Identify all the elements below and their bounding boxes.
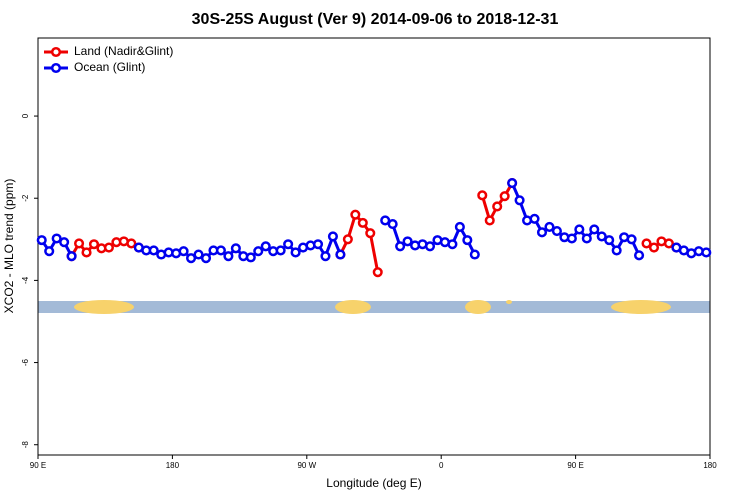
land-band (335, 300, 371, 314)
data-point (36, 235, 47, 246)
data-point (186, 253, 197, 264)
y-axis-label: XCO2 - MLO trend (ppm) (2, 179, 16, 314)
data-point (514, 195, 525, 206)
y-tick-label: -4 (21, 276, 30, 284)
data-point (178, 246, 189, 257)
data-point (200, 253, 212, 264)
x-tick-label: 90 E (567, 461, 583, 470)
data-point (626, 234, 637, 245)
data-point (454, 221, 465, 233)
plot-frame (37, 37, 711, 456)
data-point (365, 228, 376, 239)
legend-marker (50, 46, 62, 58)
data-point (395, 241, 406, 252)
data-point (462, 235, 473, 246)
data-point (447, 239, 458, 250)
y-tick-label: -6 (21, 358, 30, 366)
y-tick-label: 0 (21, 113, 30, 118)
land-band (465, 300, 491, 314)
data-point (611, 245, 622, 256)
data-point (424, 241, 436, 252)
y-tick-label: -2 (21, 194, 30, 202)
land-band (74, 300, 134, 314)
x-tick-label: 180 (703, 461, 717, 470)
data-point (320, 251, 331, 262)
data-point (223, 251, 234, 262)
data-point (327, 231, 338, 242)
data-point (253, 246, 264, 257)
data-point (81, 247, 92, 258)
data-point (74, 238, 85, 249)
data-point (357, 217, 368, 228)
data-point (66, 251, 77, 262)
data-point (484, 215, 495, 226)
data-point (44, 246, 55, 257)
data-point (275, 245, 286, 256)
data-point (551, 226, 562, 237)
surface-band (38, 300, 710, 314)
data-point (596, 231, 607, 242)
data-point (663, 238, 674, 249)
data-point (88, 239, 100, 250)
data-point (604, 235, 615, 246)
legend-label: Ocean (Glint) (74, 60, 145, 74)
data-point (126, 238, 137, 249)
x-tick-label: 0 (439, 461, 444, 470)
data-point (634, 250, 645, 261)
data-point (499, 191, 510, 202)
ocean-band (38, 301, 710, 313)
data-point (380, 215, 391, 226)
data-point (529, 213, 540, 224)
data-point (589, 224, 600, 235)
data-point (350, 209, 361, 220)
data-point (312, 239, 324, 250)
data-point (342, 234, 353, 245)
x-tick-label: 90 E (30, 461, 46, 470)
data-point (469, 249, 480, 260)
data-point (59, 237, 70, 248)
land-band (611, 300, 671, 314)
x-axis-label: Longitude (deg E) (326, 476, 421, 490)
x-tick-label: 90 W (297, 461, 316, 470)
data-point (260, 241, 271, 252)
data-point (701, 247, 712, 258)
data-point (648, 242, 660, 253)
data-point (544, 221, 555, 233)
data-point (103, 242, 114, 253)
data-point (536, 227, 548, 238)
data-point (283, 239, 294, 250)
data-point (335, 249, 346, 260)
data-point (574, 224, 585, 235)
data-point (148, 245, 159, 256)
data-point (566, 233, 577, 244)
legend-marker (50, 62, 62, 74)
data-point (193, 249, 204, 260)
data-point (477, 190, 488, 201)
data-point (372, 267, 383, 278)
data-point (507, 177, 518, 189)
data-point (581, 233, 592, 244)
data-point (387, 219, 398, 230)
land-band (506, 300, 512, 304)
x-tick-label: 180 (166, 461, 180, 470)
data-point (215, 245, 226, 256)
data-point (51, 233, 62, 244)
data-point (641, 238, 652, 249)
data-point (492, 201, 503, 212)
chart-title: 30S-25S August (Ver 9) 2014-09-06 to 201… (192, 11, 559, 28)
data-point (245, 252, 256, 263)
y-tick-label: -8 (21, 441, 30, 449)
legend-label: Land (Nadir&Glint) (74, 44, 173, 58)
data-point (402, 236, 413, 247)
data-point (230, 243, 241, 254)
data-point (290, 247, 301, 258)
